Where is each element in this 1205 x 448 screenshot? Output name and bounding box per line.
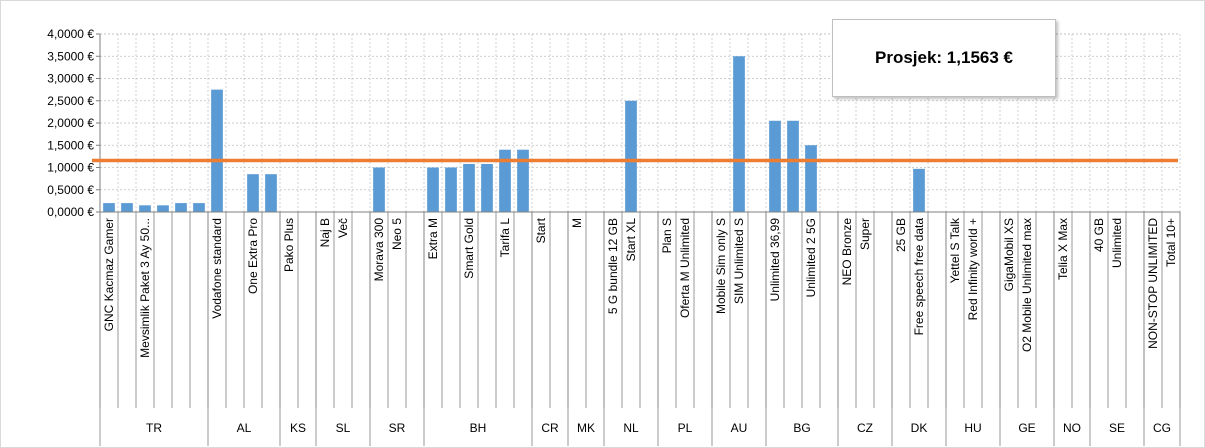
group-label: BG bbox=[793, 421, 810, 435]
x-tick-label: Free speech free data bbox=[912, 218, 926, 336]
x-tick-label: Total 10+ bbox=[1164, 218, 1178, 267]
x-tick-label: GigaMobil XS bbox=[1002, 218, 1016, 291]
x-tick-label: Extra M bbox=[426, 218, 440, 259]
x-tick-label: GNC Kacmaz Gamer bbox=[102, 218, 116, 331]
bar bbox=[769, 120, 781, 212]
x-tick-label: Red Infinity world + bbox=[966, 218, 980, 320]
group-label: CR bbox=[541, 421, 559, 435]
x-tick-label: 5 G bundle 12 GB bbox=[606, 218, 620, 314]
x-tick-label: Start bbox=[534, 217, 548, 243]
bar bbox=[157, 205, 169, 212]
bar bbox=[211, 89, 223, 212]
x-tick-label: Super bbox=[858, 218, 872, 250]
bar bbox=[517, 149, 529, 212]
x-tick-label: NON-STOP UNLIMITED bbox=[1146, 218, 1160, 349]
x-tick-label: Pako Plus bbox=[282, 218, 296, 272]
bar bbox=[139, 205, 151, 212]
x-tick-label: Mevsimlik Paket 3 Ay 50... bbox=[138, 218, 152, 358]
x-tick-label: Telia X Max bbox=[1056, 218, 1070, 280]
group-label: PL bbox=[678, 421, 693, 435]
group-label: BH bbox=[470, 421, 487, 435]
bar bbox=[733, 56, 745, 212]
bar bbox=[373, 167, 385, 212]
group-label: SR bbox=[389, 421, 406, 435]
group-label: CG bbox=[1153, 421, 1171, 435]
x-tick-label: One Extra Pro bbox=[246, 218, 260, 294]
average-label: Prosjek: 1,1563 € bbox=[875, 48, 1013, 67]
average-label-box: Prosjek: 1,1563 € bbox=[832, 19, 1056, 97]
bar bbox=[787, 120, 799, 212]
group-label: DK bbox=[911, 421, 928, 435]
group-label: SL bbox=[336, 421, 351, 435]
group-label: NO bbox=[1063, 421, 1081, 435]
y-tick-label: 1,5000 € bbox=[47, 138, 94, 152]
y-tick-label: 4,0000 € bbox=[47, 27, 94, 41]
group-label: NL bbox=[623, 421, 639, 435]
bar bbox=[499, 149, 511, 212]
x-tick-label: M bbox=[570, 218, 584, 228]
x-tick-label: Morava 300 bbox=[372, 218, 386, 282]
y-tick-label: 3,5000 € bbox=[47, 49, 94, 63]
bar bbox=[427, 167, 439, 212]
x-tick-label: Unlimited 2 5G bbox=[804, 218, 818, 297]
bar bbox=[805, 145, 817, 212]
x-tick-label: Tarifa L bbox=[498, 218, 512, 258]
bar bbox=[103, 203, 115, 212]
bar bbox=[625, 100, 637, 212]
x-tick-label: Yettel S Talk bbox=[948, 217, 962, 283]
bar bbox=[481, 163, 493, 212]
bar bbox=[265, 174, 277, 212]
x-tick-label: Naj B bbox=[318, 218, 332, 247]
x-tick-label: Mobile Sim only S bbox=[714, 218, 728, 314]
bar bbox=[175, 203, 187, 212]
group-label: GE bbox=[1018, 421, 1035, 435]
group-label: CZ bbox=[857, 421, 873, 435]
x-tick-label: Start XL bbox=[624, 218, 638, 262]
bar bbox=[247, 174, 259, 212]
bar bbox=[463, 163, 475, 212]
x-tick-label: Unlimited bbox=[1110, 218, 1124, 268]
y-tick-label: 3,0000 € bbox=[47, 72, 94, 86]
x-tick-label: NEO Bronze bbox=[840, 218, 854, 286]
x-tick-label: Oferta M Unlimited bbox=[678, 218, 692, 318]
bar bbox=[193, 203, 205, 212]
y-tick-label: 2,5000 € bbox=[47, 94, 94, 108]
x-tick-label: Smart Gold bbox=[462, 218, 476, 279]
x-tick-label: 25 GB bbox=[894, 218, 908, 252]
group-label: HU bbox=[964, 421, 981, 435]
x-tick-label: Plan S bbox=[660, 218, 674, 253]
y-tick-label: 1,0000 € bbox=[47, 161, 94, 175]
group-label: KS bbox=[290, 421, 306, 435]
x-tick-label: Vodafone standard bbox=[210, 218, 224, 319]
group-label: AU bbox=[731, 421, 748, 435]
y-tick-label: 2,0000 € bbox=[47, 116, 94, 130]
y-tick-label: 0,5000 € bbox=[47, 183, 94, 197]
x-tick-label: O2 Mobile Unlimited max bbox=[1020, 218, 1034, 352]
group-label: SE bbox=[1109, 421, 1125, 435]
x-tick-label: Unlimited 36,99 bbox=[768, 218, 782, 302]
x-tick-label: Neo 5 bbox=[390, 218, 404, 250]
y-tick-label: 0,0000 € bbox=[47, 205, 94, 219]
bar bbox=[121, 203, 133, 212]
bar bbox=[913, 168, 925, 212]
x-tick-label: SIM Unlimited S bbox=[732, 218, 746, 304]
group-label: TR bbox=[146, 421, 162, 435]
x-tick-label: 40 GB bbox=[1092, 218, 1106, 252]
x-tick-label: Več bbox=[336, 218, 350, 238]
bar bbox=[445, 167, 457, 212]
group-label: MK bbox=[577, 421, 595, 435]
group-label: AL bbox=[237, 421, 252, 435]
